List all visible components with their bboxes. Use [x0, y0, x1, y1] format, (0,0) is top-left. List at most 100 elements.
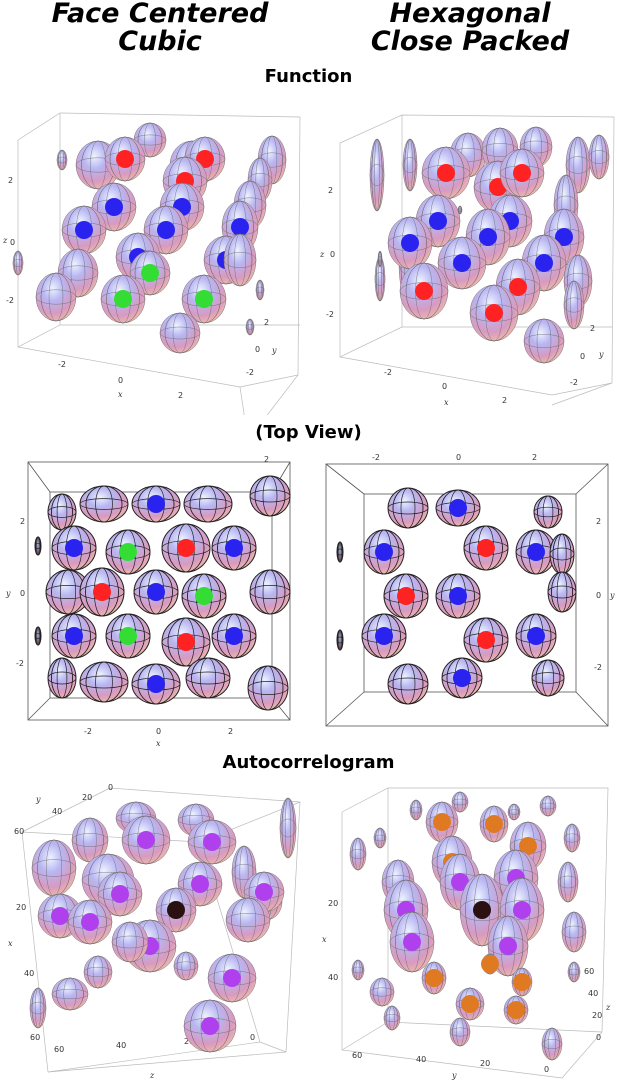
orange-atom-marker: [461, 995, 479, 1013]
partial-sphere: [255, 279, 265, 301]
lattice-sphere: [161, 523, 211, 573]
y-tick: 2: [590, 324, 595, 333]
purple-atom-marker: [255, 883, 273, 901]
blue-atom-marker: [105, 198, 123, 216]
blue-atom-marker: [453, 669, 471, 687]
y-tick: 40: [416, 1055, 426, 1064]
top-tick: 2: [264, 455, 269, 464]
partial-sphere: [383, 1005, 401, 1031]
partial-sphere: [409, 799, 423, 821]
red-atom-marker: [177, 633, 195, 651]
y-tick: 0: [20, 589, 25, 598]
y-tick: 60: [352, 1051, 362, 1060]
x-tick: 0: [156, 727, 161, 736]
purple-atom-marker: [513, 901, 531, 919]
lattice-sphere: [211, 613, 257, 659]
partial-sphere: [336, 629, 344, 651]
partial-sphere: [349, 837, 367, 871]
z-tick: 0: [250, 1033, 255, 1042]
y-tick: -2: [246, 368, 254, 377]
blue-atom-marker: [65, 539, 83, 557]
lattice-sphere: [187, 819, 237, 865]
partial-sphere: [369, 138, 385, 212]
blue-atom-marker: [65, 627, 83, 645]
partial-sphere: [83, 955, 113, 989]
x-tick: 40: [24, 969, 34, 978]
fcc-top-view-plot: 2 2 0 -2 -2 0 2 x y: [5, 455, 291, 748]
z-tick: 60: [54, 1045, 64, 1054]
orange-atom-marker: [425, 969, 443, 987]
partial-sphere: [34, 626, 42, 646]
red-atom-marker: [93, 583, 111, 601]
lattice-sphere: [455, 987, 485, 1021]
x-tick: -2: [84, 727, 92, 736]
lattice-sphere: [161, 617, 211, 667]
lattice-sphere: [121, 815, 171, 865]
lattice-sphere: [503, 995, 529, 1025]
partial-sphere: [35, 272, 77, 322]
z-tick: -2: [326, 310, 334, 319]
y-tick: 20: [480, 1059, 490, 1068]
lattice-sphere: [181, 274, 227, 324]
y-axis-label: y: [598, 350, 604, 359]
z-tick: 40: [116, 1041, 126, 1050]
orange-atom-marker: [507, 1001, 525, 1019]
top-tick: 2: [532, 453, 537, 462]
lattice-sphere: [425, 801, 459, 843]
red-atom-marker: [437, 164, 455, 182]
x-tick: 0: [118, 376, 123, 385]
lattice-sphere: [133, 569, 179, 615]
z-tick: 2: [8, 176, 13, 185]
partial-sphere: [79, 661, 129, 703]
lattice-sphere: [463, 525, 509, 571]
lattice-sphere: [100, 274, 146, 324]
lattice-sphere: [97, 871, 143, 917]
lattice-sphere: [515, 613, 557, 659]
blue-atom-marker: [375, 543, 393, 561]
partial-sphere: [387, 663, 429, 705]
y-axis-label: y: [451, 1071, 457, 1080]
column-title-line: Close Packed: [370, 26, 570, 57]
blue-atom-marker: [527, 627, 545, 645]
partial-sphere: [34, 536, 42, 556]
partial-sphere: [547, 571, 577, 613]
red-atom-marker: [116, 150, 134, 168]
hcp-function-plot: 2 0 -2 -2 0 2 -2 0 2 x y z: [319, 114, 615, 407]
y-tick: 40: [52, 807, 62, 816]
partial-sphere: [31, 839, 77, 897]
y-tick: 2: [596, 517, 601, 526]
z-tick: -2: [6, 296, 14, 305]
y-tick: 0: [255, 345, 260, 354]
x-axis-label: x: [156, 739, 161, 748]
z-axis-label: z: [2, 236, 8, 245]
z-axis-label: z: [149, 1071, 155, 1080]
partial-sphere: [451, 791, 469, 813]
y-tick: 0: [580, 352, 585, 361]
x-axis-label: x: [8, 939, 13, 948]
blue-atom-marker: [535, 254, 553, 272]
partial-sphere: [351, 959, 365, 981]
partial-sphere: [56, 149, 68, 171]
red-atom-marker: [415, 282, 433, 300]
partial-sphere: [111, 921, 149, 963]
purple-atom-marker: [403, 933, 421, 951]
purple-atom-marker: [191, 875, 209, 893]
lattice-sphere: [67, 899, 113, 945]
y-tick: 2: [264, 318, 269, 327]
dark-atom-marker: [167, 901, 185, 919]
z-tick: 40: [588, 989, 598, 998]
partial-sphere: [71, 817, 109, 863]
partial-sphere: [185, 657, 231, 699]
y-tick: 2: [20, 517, 25, 526]
partial-sphere: [336, 541, 344, 563]
partial-sphere: [12, 250, 24, 276]
partial-sphere: [377, 250, 383, 268]
partial-sphere: [51, 977, 89, 1011]
x-tick: 40: [328, 973, 338, 982]
lattice-sphere: [511, 967, 533, 997]
blue-atom-marker: [449, 587, 467, 605]
partial-sphere: [225, 897, 271, 943]
partial-sphere: [245, 318, 255, 336]
purple-atom-marker: [201, 1017, 219, 1035]
partial-sphere: [47, 493, 77, 531]
